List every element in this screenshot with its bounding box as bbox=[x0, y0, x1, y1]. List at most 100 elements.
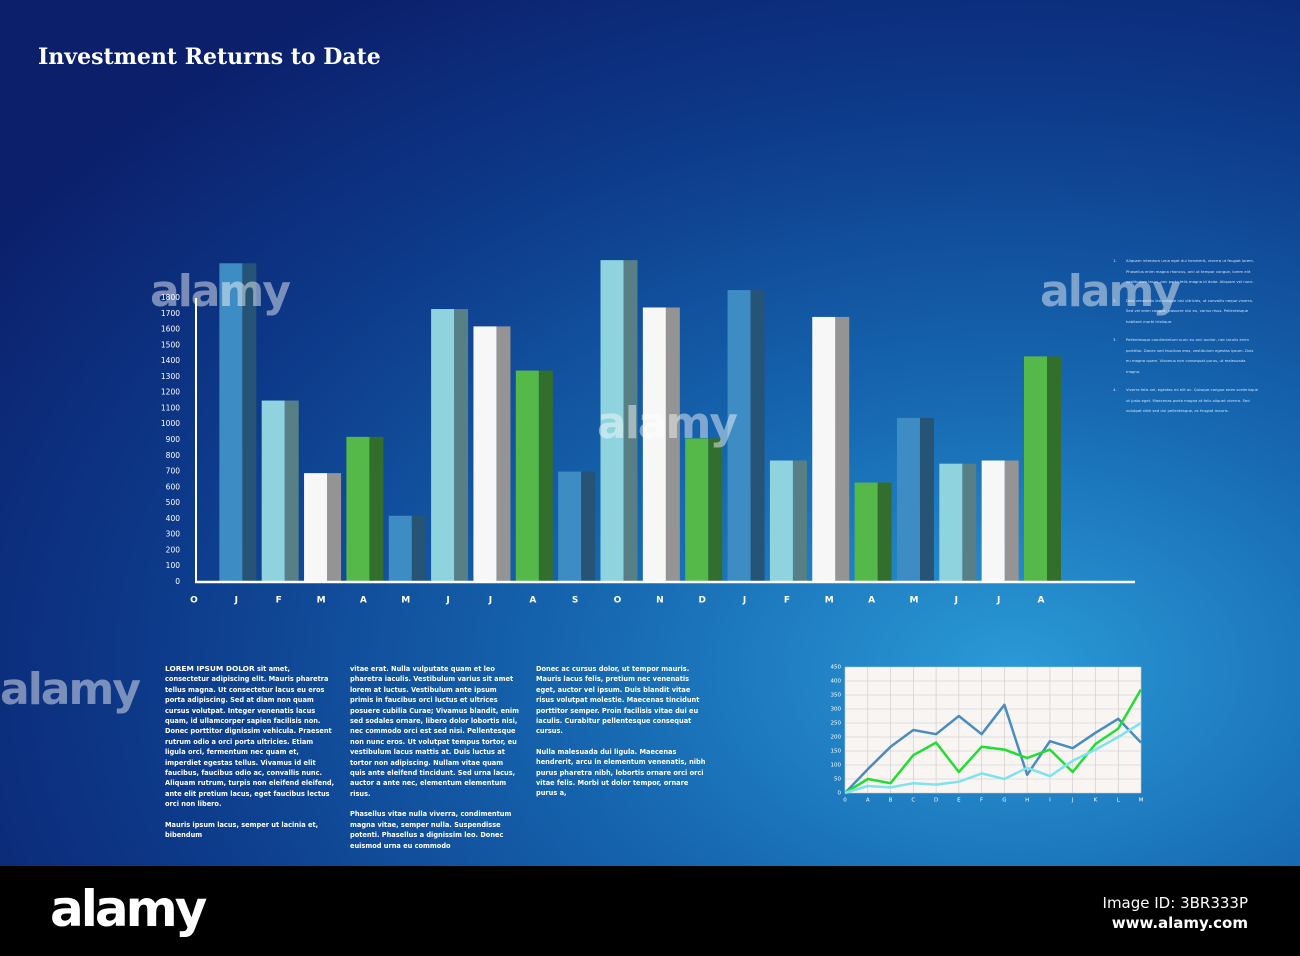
bar bbox=[642, 307, 666, 582]
y-tick-label: 200 bbox=[166, 545, 181, 554]
x-tick-label: F bbox=[980, 798, 983, 804]
note-text: Viverra felis vel, egestas mi elit ac. Q… bbox=[1126, 387, 1258, 413]
bar-side bbox=[284, 400, 299, 582]
x-tick-label: J bbox=[742, 596, 746, 606]
bar-side bbox=[242, 263, 257, 582]
bar bbox=[896, 417, 920, 582]
watermark: alamy bbox=[0, 664, 141, 715]
x-tick-label: C bbox=[911, 798, 915, 804]
bar-side bbox=[454, 309, 469, 582]
y-tick-label: 1500 bbox=[161, 340, 180, 349]
bar-side bbox=[962, 463, 977, 582]
bar bbox=[261, 400, 285, 582]
y-tick-label: 1700 bbox=[161, 309, 180, 318]
y-tick-label: 300 bbox=[831, 707, 842, 713]
bar-side bbox=[369, 436, 384, 582]
bar bbox=[304, 473, 328, 582]
bar bbox=[769, 460, 793, 582]
image-id-value: 3BR333P bbox=[1180, 894, 1248, 912]
y-tick-label: 450 bbox=[831, 665, 842, 671]
notes: 1. Aliquam interdum urna eget dui hendrer… bbox=[1113, 256, 1258, 425]
y-tick-label: 800 bbox=[166, 451, 181, 460]
text-column: vitae erat. Nulla vulputate quam et leo … bbox=[350, 664, 520, 861]
y-tick-label: 600 bbox=[166, 482, 181, 491]
footer-url: www.alamy.com bbox=[1111, 914, 1248, 932]
paragraph: Nulla malesuada dui ligula. Maecenas hen… bbox=[536, 747, 706, 798]
line-series bbox=[844, 703, 1142, 794]
y-tick-label: 1800 bbox=[161, 293, 180, 302]
x-tick-label: M bbox=[317, 596, 326, 606]
plot-area bbox=[845, 667, 1141, 793]
paragraph: Donec ac cursus dolor, ut tempor mauris.… bbox=[536, 665, 700, 736]
bar bbox=[854, 482, 878, 582]
x-tick-label: A bbox=[360, 596, 367, 606]
y-tick-label: 200 bbox=[831, 735, 842, 741]
bar-side bbox=[1047, 356, 1061, 582]
x-tick-label: J bbox=[1071, 798, 1074, 804]
line-series bbox=[844, 721, 1142, 795]
x-tick-label: D bbox=[934, 798, 938, 804]
x-tick-label: J bbox=[445, 596, 449, 606]
y-tick-label: 500 bbox=[166, 498, 181, 507]
x-tick-label: D bbox=[698, 596, 705, 606]
x-tick-label: 0 bbox=[843, 798, 847, 804]
bar-side bbox=[835, 316, 850, 582]
bar-side bbox=[623, 260, 638, 582]
bar-side bbox=[665, 307, 680, 582]
footer-brand: alamy bbox=[50, 880, 207, 938]
watermark: alamy bbox=[597, 398, 738, 449]
note: 2. Duis venenatis leo congue nisi ultrici… bbox=[1113, 296, 1258, 328]
bar bbox=[981, 460, 1005, 582]
y-tick-label: 350 bbox=[831, 693, 842, 699]
footer: alamy Image ID: 3BR333P www.alamy.com bbox=[0, 866, 1300, 956]
note: 3. Pellentesque condimentum nunc eu orci … bbox=[1113, 335, 1258, 377]
watermark: alamy bbox=[1040, 266, 1181, 317]
x-tick-label: H bbox=[1025, 798, 1029, 804]
bar-side bbox=[919, 417, 934, 582]
y-tick-label: 100 bbox=[166, 561, 181, 570]
bar bbox=[727, 290, 751, 582]
chart-title: Investment Returns to Date bbox=[38, 44, 381, 70]
note-number: 1. bbox=[1113, 258, 1117, 263]
y-tick-label: 100 bbox=[831, 763, 842, 769]
charts: 0100200300400500600700800900100011001200… bbox=[161, 260, 1144, 804]
paragraph: Phasellus vitae nulla viverra, condiment… bbox=[350, 810, 512, 850]
y-tick-label: 250 bbox=[831, 721, 842, 727]
paragraph: sit amet, consectetur adipiscing elit. M… bbox=[165, 665, 335, 809]
y-tick-label: 1300 bbox=[161, 372, 180, 381]
bar-side bbox=[496, 326, 511, 582]
x-tick-label: S bbox=[572, 596, 578, 606]
note-number: 3. bbox=[1113, 337, 1117, 342]
watermark: alamy bbox=[150, 266, 291, 317]
y-tick-label: 700 bbox=[166, 467, 181, 476]
note-number: 4. bbox=[1113, 387, 1117, 392]
x-tick-label: G bbox=[1002, 798, 1006, 804]
bar-side bbox=[1004, 460, 1019, 582]
x-tick-label: I bbox=[1049, 798, 1051, 804]
x-tick-label: A bbox=[529, 596, 536, 606]
bar bbox=[558, 471, 582, 582]
note: 4. Viverra felis vel, egestas mi elit ac.… bbox=[1113, 385, 1258, 417]
note: 1. Aliquam interdum urna eget dui hendrer… bbox=[1113, 256, 1258, 288]
y-tick-label: 0 bbox=[838, 791, 842, 797]
x-tick-label: A bbox=[866, 798, 870, 804]
y-tick-label: 900 bbox=[166, 435, 181, 444]
bar bbox=[219, 263, 243, 582]
bar bbox=[812, 316, 836, 582]
y-tick-label: 1400 bbox=[161, 356, 180, 365]
x-tick-label: B bbox=[889, 798, 893, 804]
bar-side bbox=[792, 460, 807, 582]
x-tick-label: F bbox=[276, 596, 282, 606]
paragraph: vitae erat. Nulla vulputate quam et leo … bbox=[350, 665, 519, 798]
x-tick-label: K bbox=[1094, 798, 1098, 804]
x-tick-label: A bbox=[1038, 596, 1045, 606]
x-tick-label: O bbox=[190, 596, 198, 606]
bar bbox=[1024, 356, 1047, 582]
bar bbox=[346, 436, 370, 582]
image-id: Image ID: 3BR333P bbox=[1102, 894, 1248, 912]
x-tick-label: M bbox=[1139, 798, 1144, 804]
x-tick-label: L bbox=[1117, 798, 1121, 804]
note-number: 2. bbox=[1113, 297, 1117, 303]
line-series bbox=[844, 688, 1143, 795]
y-tick-label: 1600 bbox=[161, 325, 180, 334]
